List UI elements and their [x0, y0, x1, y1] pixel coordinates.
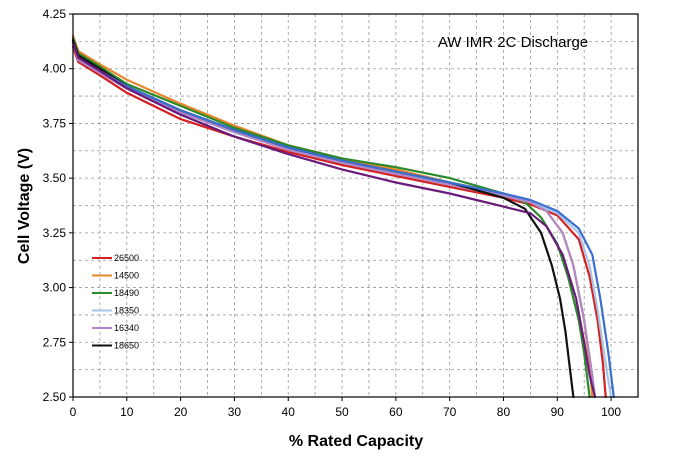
- series-line-unlabeled: [71, 41, 615, 399]
- x-tick-label: 20: [174, 405, 188, 419]
- legend-label-26500: 26500: [114, 253, 139, 263]
- y-tick-label: 3.00: [43, 281, 67, 295]
- x-tick-label: 60: [389, 405, 403, 419]
- legend-label-16340: 16340: [114, 323, 139, 333]
- x-tick-label: 30: [228, 405, 242, 419]
- y-tick-label: 4.25: [43, 7, 67, 21]
- series-line-18490: [71, 37, 591, 399]
- x-tick-label: 10: [120, 405, 134, 419]
- legend-label-14500: 14500: [114, 271, 139, 281]
- y-tick-label: 2.50: [43, 390, 67, 404]
- x-tick-label: 90: [551, 405, 565, 419]
- x-tick-label: 40: [282, 405, 296, 419]
- y-tick-label: 4.00: [43, 62, 67, 76]
- chart-title: AW IMR 2C Discharge: [438, 34, 588, 51]
- gridlines: [73, 14, 638, 397]
- legend: 26500 14500 18490 18350 16340 18650: [92, 253, 139, 351]
- axis-ticks: 0 10 20 30 40 50 60 70 80 90 100 2.50 2.75 3.00 3.25 3.…: [43, 7, 622, 419]
- legend-label-18650: 18650: [114, 341, 139, 351]
- plot-area-frame: [72, 13, 639, 398]
- x-tick-label: 0: [70, 405, 77, 419]
- y-tick-label: 3.25: [43, 226, 67, 240]
- y-tick-label: 2.75: [43, 335, 67, 349]
- series-lines: [71, 34, 615, 399]
- x-axis-title: % Rated Capacity: [289, 433, 423, 450]
- x-tick-label: 100: [601, 405, 621, 419]
- legend-label-18350: 18350: [114, 306, 139, 316]
- y-tick-label: 3.75: [43, 116, 67, 130]
- x-tick-label: 50: [335, 405, 349, 419]
- series-line-26500: [71, 45, 607, 399]
- legend-label-18490: 18490: [114, 288, 139, 298]
- x-tick-label: 80: [497, 405, 511, 419]
- series-line-unlabeled: [71, 41, 597, 399]
- y-tick-label: 3.50: [43, 171, 67, 185]
- y-axis-title: Cell Voltage (V): [16, 148, 33, 264]
- x-tick-label: 70: [443, 405, 457, 419]
